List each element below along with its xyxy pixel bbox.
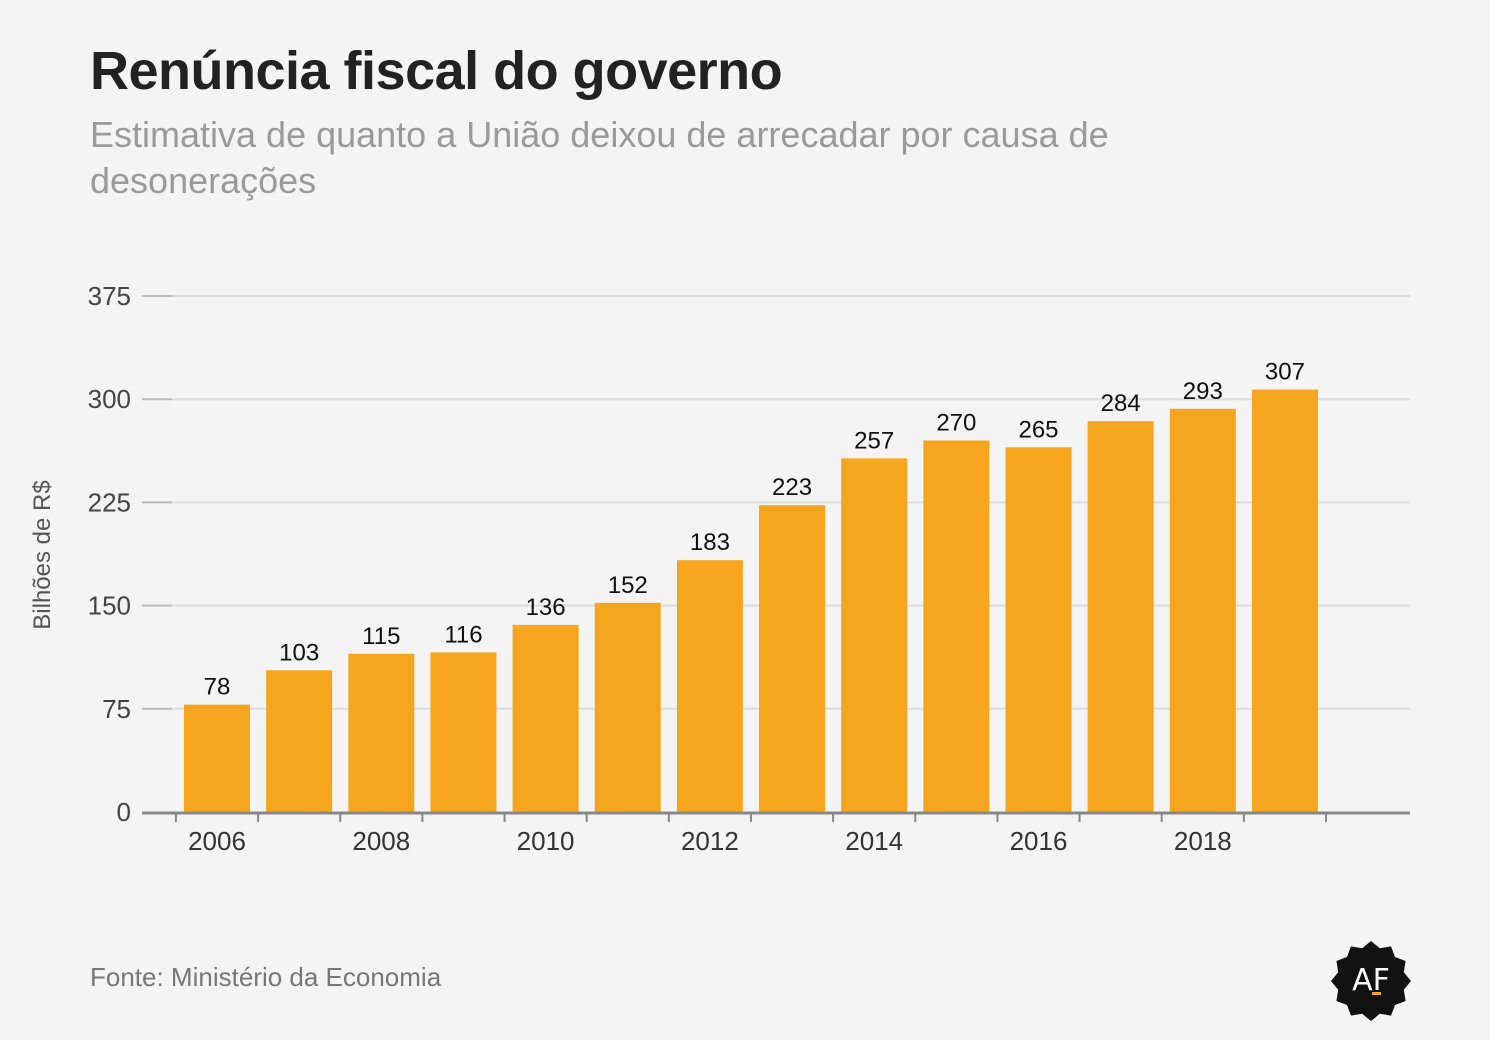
x-tick-label: 2010 (517, 826, 575, 856)
bar (676, 560, 743, 812)
bar (348, 653, 415, 812)
y-axis-label: Bilhões de R$ (29, 480, 56, 629)
bar (594, 602, 661, 812)
data-label: 78 (204, 674, 231, 701)
chart-subtitle: Estimativa de quanto a União deixou de a… (90, 114, 1109, 201)
data-label: 116 (444, 621, 482, 648)
data-label: 183 (690, 529, 730, 556)
x-tick-label: 2012 (681, 826, 739, 856)
bars (184, 389, 1318, 812)
data-label: 307 (1265, 359, 1305, 386)
y-tick-label: 225 (88, 487, 131, 517)
source-note: Fonte: Ministério da Economia (90, 962, 442, 992)
x-tick-label: 2014 (845, 826, 903, 856)
bar (1251, 389, 1318, 812)
bar (1169, 408, 1236, 812)
data-label: 284 (1101, 390, 1141, 417)
bar (430, 652, 497, 812)
data-label: 223 (772, 474, 812, 501)
brand-logo: AF (1330, 940, 1412, 1022)
x-tick-label: 2008 (352, 826, 410, 856)
data-label: 265 (1018, 416, 1058, 443)
y-tick-label: 0 (117, 797, 131, 827)
data-label: 136 (526, 594, 566, 621)
data-label: 270 (936, 409, 976, 436)
data-label: 293 (1183, 378, 1223, 405)
chart-title: Renúncia fiscal do governo (90, 41, 783, 101)
data-labels: 78 103 115 116 136 152 183 223 257 270 265 284 293 30… (204, 359, 1305, 701)
bar-chart: 78 103 115 116 136 152 183 223 257 270 265 284 293 30… (29, 281, 1410, 856)
x-tick-label: 2016 (1010, 826, 1068, 856)
x-tick-label: 2006 (188, 826, 246, 856)
bar (1005, 447, 1072, 812)
data-label: 257 (854, 427, 894, 454)
x-tick-label: 2018 (1174, 826, 1232, 856)
bar (512, 624, 579, 812)
y-tick-label: 75 (102, 694, 131, 724)
logo-badge-icon (1331, 941, 1411, 1021)
data-label: 103 (279, 639, 319, 666)
axes: 0 75 150 225 300 375 2006 2008 2010 2012 2014 2016 2… (88, 281, 1410, 856)
data-label: 115 (362, 623, 400, 650)
bar (184, 704, 250, 812)
bar (923, 440, 990, 812)
y-tick-label: 150 (88, 591, 131, 621)
y-tick-label: 375 (88, 281, 131, 311)
data-label: 152 (608, 572, 648, 599)
bar (841, 458, 908, 812)
bar (759, 505, 826, 812)
logo-text: AF (1352, 963, 1390, 998)
bar (266, 670, 333, 812)
y-tick-label: 300 (88, 384, 131, 414)
bar (1087, 421, 1154, 812)
